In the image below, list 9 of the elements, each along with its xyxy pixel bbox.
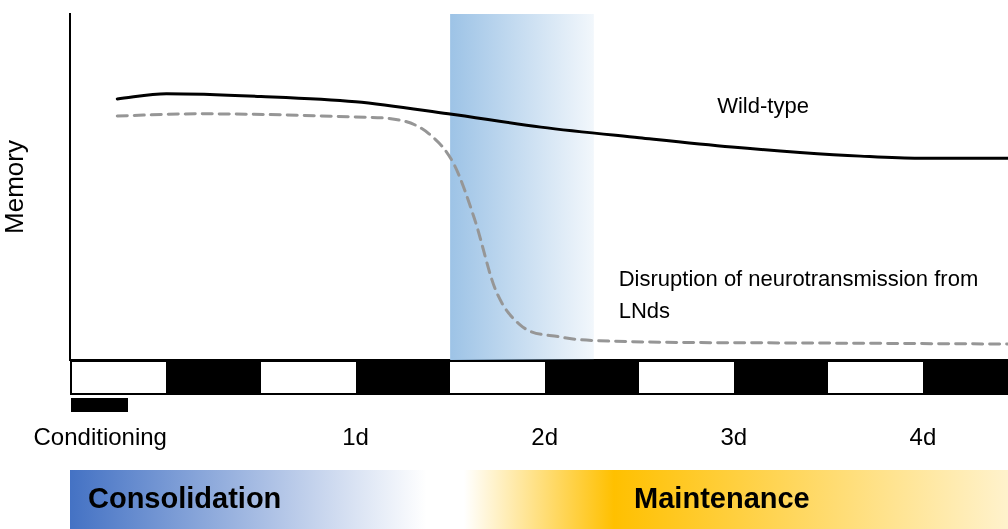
x-tick-label: 4d [909, 423, 937, 451]
y-axis-title: Memory [0, 140, 29, 234]
series-label: Disruption of neurotransmission from LNds [618, 266, 979, 324]
x-tick-label: Conditioning [33, 423, 167, 451]
series-label: Wild-type [717, 93, 809, 119]
x-tick-label: 1d [342, 423, 369, 451]
x-tick-label: 3d [720, 423, 748, 451]
phase-gradient-strip: Consolidation Maintenance [70, 470, 1008, 529]
x-tick-label: 2d [531, 423, 559, 451]
